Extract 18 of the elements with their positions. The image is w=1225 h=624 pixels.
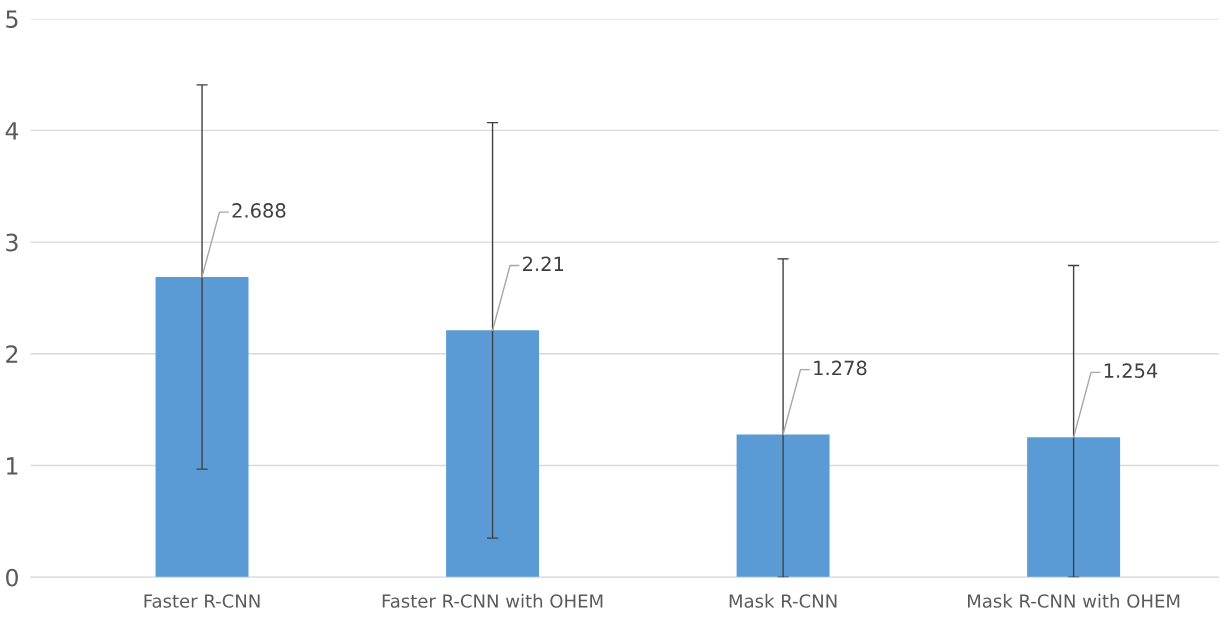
bar [1027, 437, 1121, 578]
x-tick-label: Mask R-CNN [729, 593, 837, 608]
data-label: 1.278 [814, 360, 867, 376]
x-tick-label: Faster R-CNN [144, 594, 260, 608]
y-tick-label: 4 [5, 122, 19, 140]
y-tick-label: 3 [6, 233, 18, 252]
y-tick-label: 5 [6, 10, 18, 29]
bar [736, 434, 830, 578]
x-tick-label: Mask R-CNN with OHEM [968, 593, 1180, 608]
x-tick-label: Faster R-CNN with OHEM [382, 593, 603, 608]
y-tick-label: 2 [6, 345, 18, 363]
y-tick-label: 0 [6, 568, 18, 587]
y-tick-label: 1 [7, 457, 18, 475]
data-label: 1.254 [1104, 363, 1158, 378]
bar [446, 330, 540, 578]
data-label: 2.21 [523, 256, 564, 271]
data-label: 2.688 [232, 203, 286, 218]
bar [155, 276, 249, 578]
